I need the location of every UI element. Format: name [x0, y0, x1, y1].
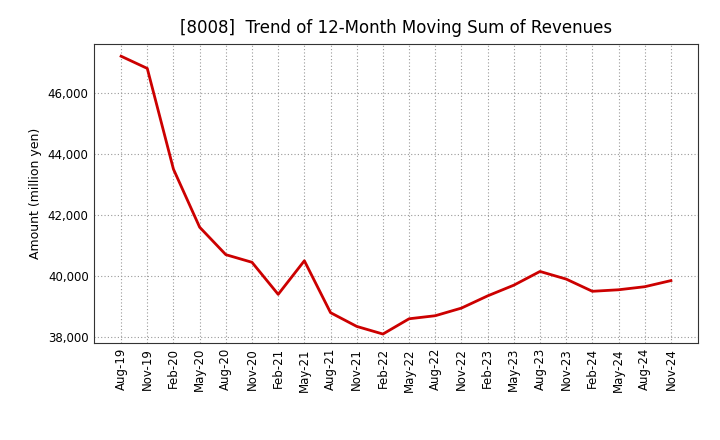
Title: [8008]  Trend of 12-Month Moving Sum of Revenues: [8008] Trend of 12-Month Moving Sum of R…	[180, 19, 612, 37]
Y-axis label: Amount (million yen): Amount (million yen)	[30, 128, 42, 259]
